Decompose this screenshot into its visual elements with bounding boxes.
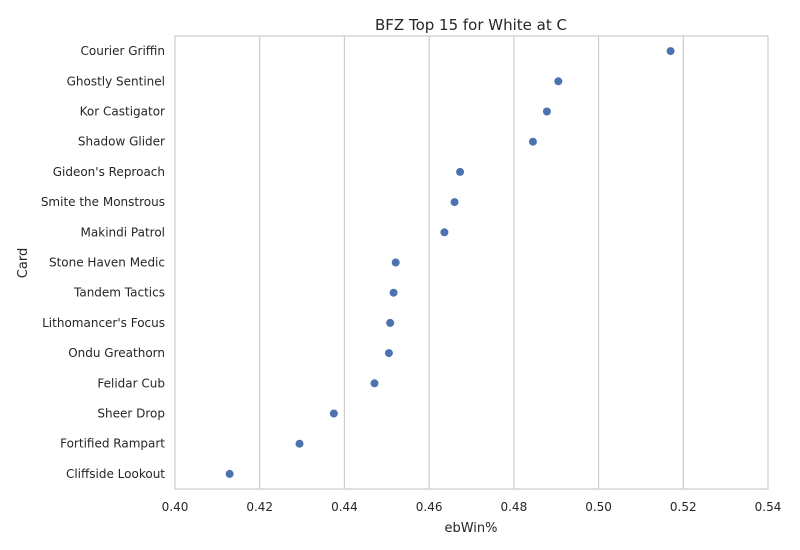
y-tick-label: Ondu Greathorn: [68, 346, 165, 360]
x-tick-label: 0.44: [331, 500, 358, 514]
y-tick-label: Makindi Patrol: [81, 225, 165, 239]
data-point: [666, 47, 675, 56]
chart-title: BFZ Top 15 for White at C: [375, 16, 567, 34]
data-point: [370, 379, 379, 388]
y-tick-label: Fortified Rampart: [60, 437, 165, 451]
data-point: [295, 439, 304, 448]
y-tick-label: Smite the Monstrous: [41, 195, 165, 209]
data-point: [554, 77, 563, 86]
x-tick-label: 0.50: [585, 500, 612, 514]
y-tick-label: Gideon's Reproach: [53, 165, 165, 179]
y-tick-label: Sheer Drop: [97, 407, 165, 421]
y-tick-label: Kor Castigator: [80, 105, 165, 119]
y-tick-label: Lithomancer's Focus: [42, 316, 165, 330]
x-axis-label: ebWin%: [444, 521, 497, 536]
data-point: [386, 318, 395, 327]
y-tick-label: Ghostly Sentinel: [67, 74, 165, 88]
data-point: [329, 409, 338, 418]
data-point: [456, 167, 465, 176]
data-point: [225, 469, 234, 478]
y-tick-label: Stone Haven Medic: [49, 256, 165, 270]
data-point: [528, 137, 537, 146]
y-tick-label: Courier Griffin: [81, 44, 166, 58]
x-tick-labels: 0.40 0.42 0.44 0.46 0.48 0.50 0.52 0.54: [162, 500, 782, 514]
data-points: [225, 47, 675, 478]
x-tick-label: 0.54: [755, 500, 782, 514]
data-point: [391, 258, 400, 267]
data-point: [389, 288, 398, 297]
data-point: [440, 228, 449, 237]
plot-frame: [174, 35, 769, 490]
y-tick-label: Tandem Tactics: [73, 286, 165, 300]
grid-lines: [259, 36, 684, 489]
x-tick-label: 0.42: [246, 500, 273, 514]
x-tick-label: 0.48: [500, 500, 527, 514]
y-axis-label: Card: [16, 248, 31, 278]
x-tick-label: 0.40: [162, 500, 189, 514]
y-tick-label: Shadow Glider: [78, 135, 165, 149]
y-tick-label: Cliffside Lookout: [66, 467, 165, 481]
data-point: [384, 349, 393, 358]
y-tick-labels: Courier Griffin Ghostly Sentinel Kor Casti…: [41, 44, 165, 481]
x-tick-label: 0.46: [416, 500, 443, 514]
y-tick-label: Felidar Cub: [97, 376, 165, 390]
data-point: [542, 107, 551, 116]
data-point: [450, 198, 459, 207]
x-tick-label: 0.52: [670, 500, 697, 514]
